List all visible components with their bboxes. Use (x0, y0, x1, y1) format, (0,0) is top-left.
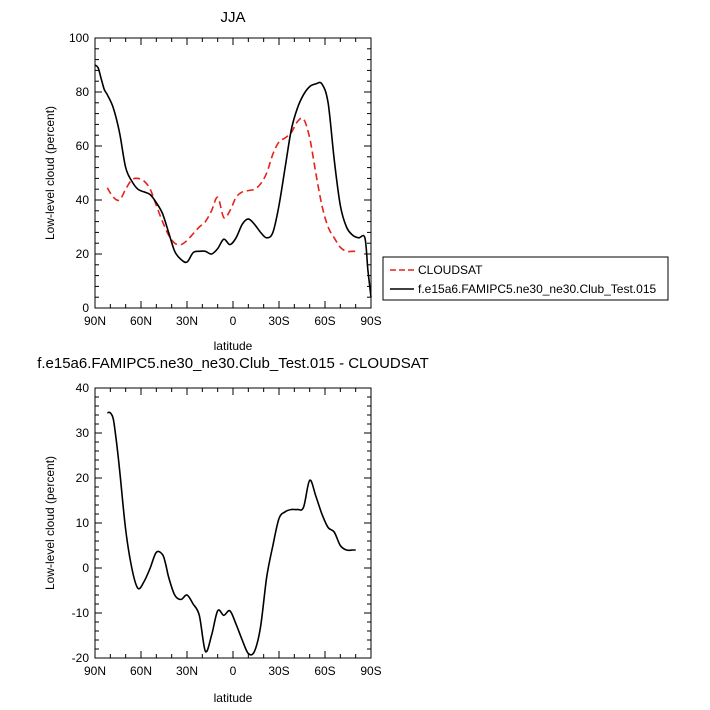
top-chart-series-line-cloudsat (106, 117, 359, 253)
bottom-chart-xtick-label: 60S (314, 664, 335, 678)
bottom-chart-xtick-label: 90S (360, 664, 381, 678)
top-chart-ytick-label: 40 (76, 193, 90, 207)
bottom-chart-xlabel: latitude (214, 691, 253, 705)
bottom-chart-ytick-label: 30 (76, 426, 90, 440)
top-chart-ytick-label: 100 (69, 31, 89, 45)
legend: CLOUDSAT f.e15a6.FAMIPC5.ne30_ne30.Club_… (382, 256, 669, 301)
bottom-chart-axes: 90N 60N 30N 0 30S 60S 90S -20 -10 0 10 20 30 40 (72, 381, 382, 678)
bottom-chart-series-line-difference (107, 411, 356, 656)
top-chart-xtick-label: 60N (130, 314, 152, 328)
legend-box (382, 256, 669, 301)
bottom-chart-series (107, 411, 356, 656)
top-chart-xtick-label: 90N (84, 314, 106, 328)
bottom-chart: f.e15a6.FAMIPC5.ne30_ne30.Club_Test.015 … (37, 355, 429, 705)
top-chart-frame (94, 37, 372, 309)
bottom-chart-title: f.e15a6.FAMIPC5.ne30_ne30.Club_Test.015 … (37, 355, 429, 372)
bottom-chart-xtick-label: 0 (230, 664, 237, 678)
bottom-chart-ytick-label: 0 (82, 561, 89, 575)
top-chart-xtick-label: 30N (176, 314, 198, 328)
top-chart-xlabel: latitude (214, 339, 253, 353)
bottom-chart-ytick-label: 40 (76, 381, 90, 395)
top-chart-xtick-label: 60S (314, 314, 335, 328)
bottom-chart-ylabel: Low-level cloud (percent) (43, 456, 57, 590)
top-chart-ytick-label: 0 (82, 301, 89, 315)
top-chart: JJA 90N 60N 30N 0 30S 60S 90S 0 20 40 60 80 100 lati… (43, 9, 382, 353)
top-chart-ytick-label: 20 (76, 247, 90, 261)
top-chart-series-line-model (94, 64, 372, 298)
top-chart-title: JJA (220, 9, 245, 26)
bottom-chart-ytick-label: 20 (76, 471, 90, 485)
top-chart-xtick-label: 0 (230, 314, 237, 328)
top-chart-ytick-label: 60 (76, 139, 90, 153)
bottom-chart-ytick-label: -20 (72, 651, 90, 665)
top-chart-xtick-label: 30S (268, 314, 289, 328)
top-chart-ytick-label: 80 (76, 85, 90, 99)
top-chart-ylabel: Low-level cloud (percent) (43, 106, 57, 240)
top-chart-xtick-label: 90S (360, 314, 381, 328)
bottom-chart-xtick-label: 30N (176, 664, 198, 678)
bottom-chart-xtick-label: 30S (268, 664, 289, 678)
top-chart-series (94, 64, 372, 298)
bottom-chart-xtick-label: 60N (130, 664, 152, 678)
bottom-chart-ytick-label: -10 (72, 606, 90, 620)
legend-label-cloudsat: CLOUDSAT (418, 263, 483, 277)
legend-label-model: f.e15a6.FAMIPC5.ne30_ne30.Club_Test.015 (418, 282, 656, 296)
bottom-chart-xtick-label: 90N (84, 664, 106, 678)
top-chart-axes: 90N 60N 30N 0 30S 60S 90S 0 20 40 60 80 100 (69, 31, 382, 328)
bottom-chart-ytick-label: 10 (76, 516, 90, 530)
